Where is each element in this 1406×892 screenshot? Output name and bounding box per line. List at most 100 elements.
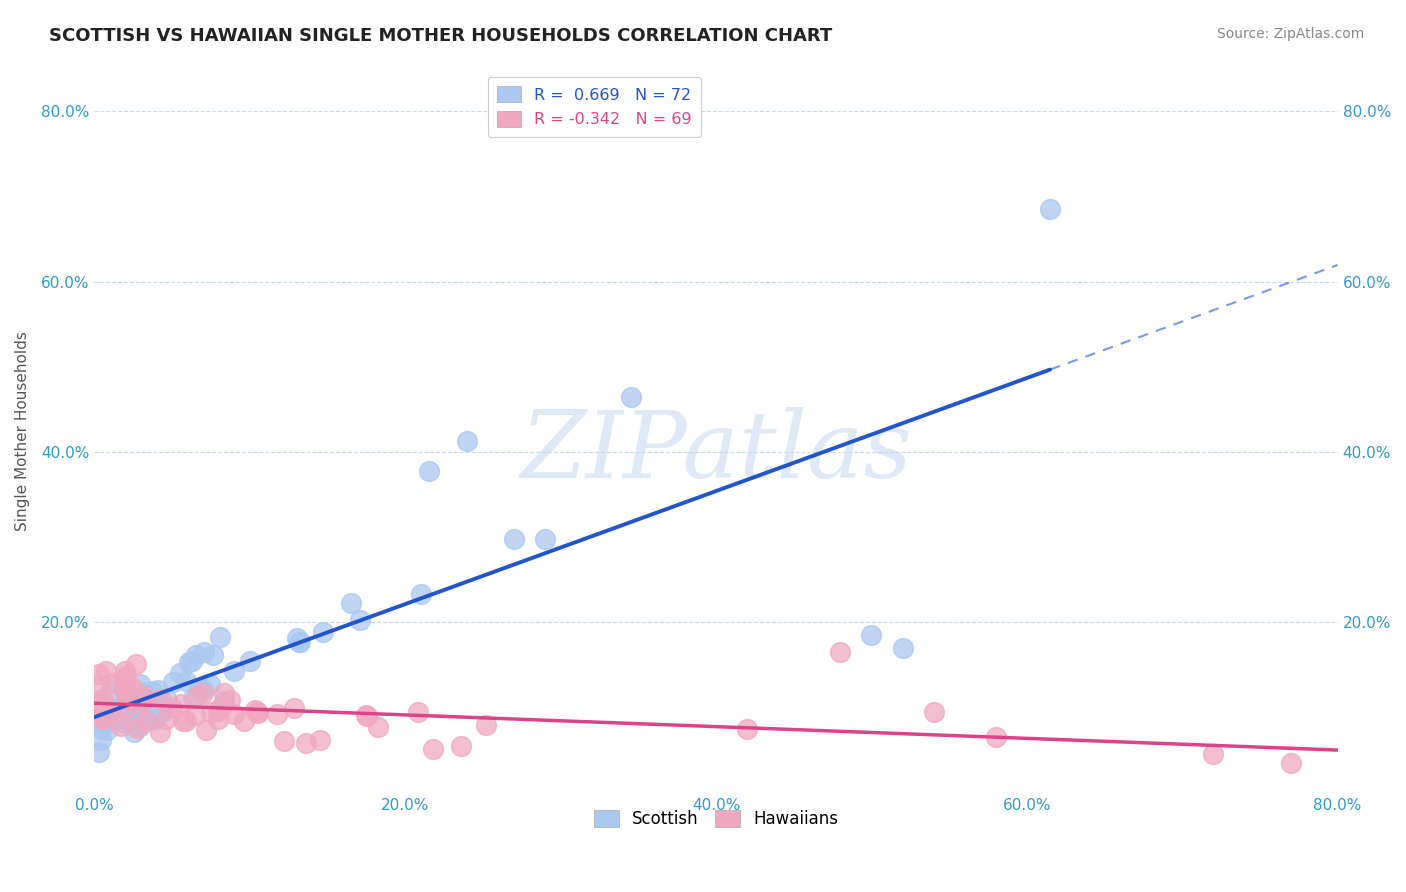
Point bbox=[174, 714, 197, 729]
Point bbox=[139, 697, 162, 711]
Point bbox=[174, 673, 197, 688]
Point bbox=[156, 693, 179, 707]
Point bbox=[122, 713, 145, 727]
Point bbox=[288, 635, 311, 649]
Point bbox=[735, 722, 758, 736]
Point bbox=[285, 631, 308, 645]
Point bbox=[89, 667, 111, 681]
Point bbox=[162, 675, 184, 690]
Point bbox=[105, 703, 128, 717]
Point bbox=[112, 672, 135, 686]
Point bbox=[474, 718, 496, 732]
Point bbox=[131, 703, 153, 717]
Point bbox=[122, 724, 145, 739]
Point bbox=[266, 707, 288, 722]
Point bbox=[91, 709, 114, 723]
Point bbox=[150, 692, 173, 706]
Point bbox=[90, 732, 112, 747]
Point bbox=[89, 714, 111, 728]
Point bbox=[127, 721, 149, 735]
Point bbox=[129, 677, 152, 691]
Point bbox=[1039, 202, 1062, 216]
Point bbox=[110, 712, 132, 726]
Point bbox=[142, 712, 165, 726]
Point bbox=[245, 703, 267, 717]
Point bbox=[104, 705, 127, 719]
Text: Source: ZipAtlas.com: Source: ZipAtlas.com bbox=[1216, 27, 1364, 41]
Point bbox=[138, 685, 160, 699]
Point bbox=[146, 683, 169, 698]
Point bbox=[418, 464, 440, 478]
Point bbox=[273, 734, 295, 748]
Point bbox=[89, 698, 111, 713]
Point bbox=[181, 690, 204, 705]
Point bbox=[90, 700, 112, 714]
Point bbox=[111, 714, 134, 729]
Point bbox=[90, 722, 112, 736]
Point bbox=[212, 685, 235, 699]
Point bbox=[177, 655, 200, 669]
Text: SCOTTISH VS HAWAIIAN SINGLE MOTHER HOUSEHOLDS CORRELATION CHART: SCOTTISH VS HAWAIIAN SINGLE MOTHER HOUSE… bbox=[49, 27, 832, 45]
Point bbox=[89, 679, 111, 693]
Text: ZIPatlas: ZIPatlas bbox=[520, 408, 912, 498]
Point bbox=[193, 645, 215, 659]
Point bbox=[456, 434, 478, 448]
Point bbox=[89, 706, 111, 721]
Point bbox=[450, 739, 472, 753]
Legend: Scottish, Hawaiians: Scottish, Hawaiians bbox=[586, 804, 845, 835]
Point bbox=[129, 698, 152, 712]
Point bbox=[89, 705, 111, 719]
Y-axis label: Single Mother Households: Single Mother Households bbox=[15, 331, 30, 531]
Point bbox=[132, 699, 155, 714]
Point bbox=[186, 648, 208, 662]
Point bbox=[96, 723, 118, 737]
Point bbox=[283, 701, 305, 715]
Point bbox=[160, 700, 183, 714]
Point bbox=[408, 705, 430, 719]
Point bbox=[90, 696, 112, 710]
Point bbox=[295, 736, 318, 750]
Point bbox=[170, 698, 193, 712]
Point bbox=[891, 640, 914, 655]
Point bbox=[94, 664, 117, 678]
Point bbox=[191, 681, 214, 696]
Point bbox=[619, 390, 641, 404]
Point bbox=[134, 690, 156, 705]
Point bbox=[91, 714, 114, 729]
Point bbox=[89, 745, 111, 759]
Point bbox=[202, 648, 225, 662]
Point bbox=[172, 714, 194, 728]
Point bbox=[198, 677, 221, 691]
Point bbox=[207, 712, 229, 726]
Point bbox=[239, 654, 262, 668]
Point bbox=[115, 703, 138, 717]
Point bbox=[212, 694, 235, 708]
Point bbox=[146, 697, 169, 711]
Point bbox=[200, 705, 222, 719]
Point bbox=[155, 712, 177, 726]
Point bbox=[149, 705, 172, 719]
Point bbox=[118, 692, 141, 706]
Point bbox=[246, 705, 269, 719]
Point bbox=[186, 690, 208, 704]
Point bbox=[232, 714, 254, 728]
Point bbox=[129, 719, 152, 733]
Point bbox=[136, 689, 159, 703]
Point bbox=[89, 706, 111, 720]
Point bbox=[219, 692, 242, 706]
Point bbox=[112, 703, 135, 717]
Point bbox=[124, 702, 146, 716]
Point bbox=[91, 712, 114, 726]
Point bbox=[100, 684, 122, 698]
Point bbox=[131, 694, 153, 708]
Point bbox=[312, 625, 335, 640]
Point bbox=[209, 700, 232, 714]
Point bbox=[1202, 747, 1225, 762]
Point bbox=[1279, 756, 1302, 770]
Point bbox=[247, 706, 270, 721]
Point bbox=[132, 689, 155, 703]
Point bbox=[142, 713, 165, 727]
Point bbox=[184, 708, 207, 723]
Point bbox=[984, 731, 1007, 745]
Point bbox=[534, 532, 557, 546]
